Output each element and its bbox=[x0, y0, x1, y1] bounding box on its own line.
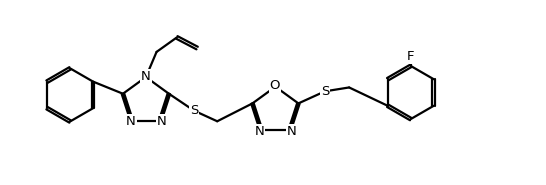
Text: N: N bbox=[157, 115, 167, 128]
Text: N: N bbox=[254, 125, 264, 138]
Text: N: N bbox=[287, 125, 296, 138]
Text: N: N bbox=[126, 115, 135, 128]
Text: S: S bbox=[190, 104, 198, 117]
Text: O: O bbox=[270, 79, 280, 92]
Text: F: F bbox=[407, 50, 414, 63]
Text: N: N bbox=[141, 70, 151, 83]
Text: S: S bbox=[321, 85, 329, 98]
